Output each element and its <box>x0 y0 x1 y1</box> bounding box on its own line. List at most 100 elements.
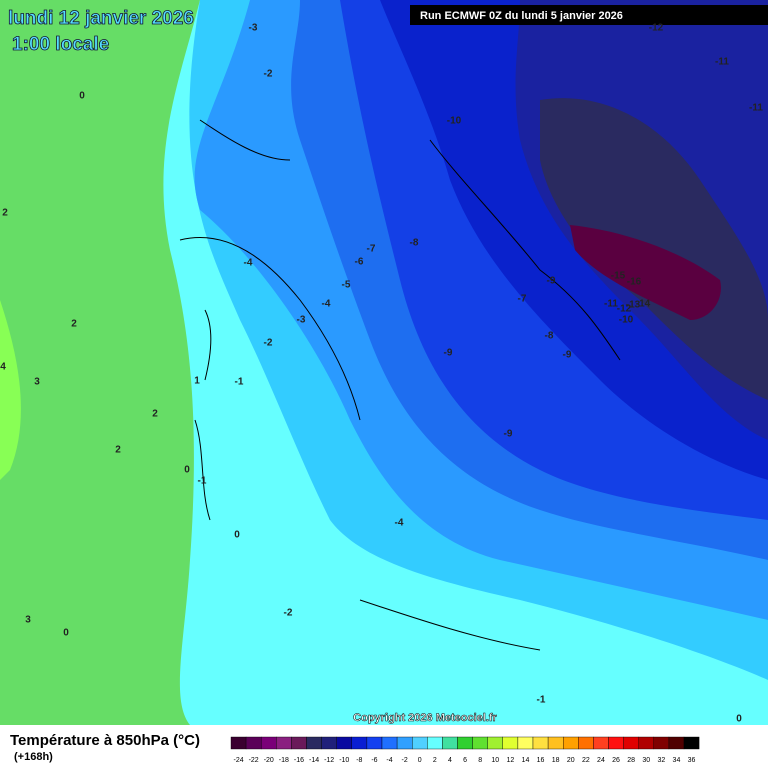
warm-zone <box>0 0 200 725</box>
color-swatch <box>291 736 307 750</box>
color-swatch <box>276 736 292 750</box>
scale-label: 20 <box>567 757 575 764</box>
isotherm-label: -16 <box>627 277 642 288</box>
color-swatch <box>442 736 458 750</box>
color-swatch <box>366 736 383 750</box>
isotherm-label: -15 <box>611 271 626 282</box>
color-swatch <box>638 736 655 750</box>
isotherm-label: -1 <box>235 377 244 388</box>
color-swatch <box>593 736 609 750</box>
scale-label: -24 <box>233 757 243 764</box>
color-swatch <box>502 736 519 750</box>
scale-label: 0 <box>418 757 422 764</box>
isotherm-label: 2 <box>152 409 158 420</box>
scale-label: 28 <box>627 757 635 764</box>
scale-label: 36 <box>688 757 696 764</box>
isotherm-label: -9 <box>563 350 572 361</box>
scale-label: 16 <box>537 757 545 764</box>
isotherm-label: -11 <box>604 299 618 310</box>
isotherm-label: 0 <box>234 530 240 541</box>
scale-label: -20 <box>264 757 274 764</box>
color-swatch <box>381 736 398 750</box>
isotherm-label: -7 <box>518 294 527 305</box>
isotherm-label: -10 <box>447 116 462 127</box>
scale-label: 30 <box>642 757 650 764</box>
scale-label: -8 <box>356 757 362 764</box>
scale-label: 8 <box>478 757 482 764</box>
isotherm-label: -11 <box>715 57 729 68</box>
color-swatch <box>683 736 700 750</box>
color-swatch <box>412 736 428 750</box>
scale-label: 12 <box>506 757 514 764</box>
color-swatch <box>472 736 488 750</box>
isotherm-label: -12 <box>649 23 664 34</box>
isotherm-label: 2 <box>115 445 121 456</box>
scale-label: 26 <box>612 757 620 764</box>
color-swatch <box>517 736 534 750</box>
scale-label: -16 <box>294 757 304 764</box>
scale-label: 22 <box>582 757 590 764</box>
isotherm-label: 1 <box>194 376 200 387</box>
scale-label: 10 <box>491 757 499 764</box>
run-info: Run ECMWF 0Z du lundi 5 janvier 2026 <box>420 10 623 22</box>
color-swatch <box>427 736 443 750</box>
scale-label: 34 <box>673 757 681 764</box>
isotherm-label: -3 <box>249 23 258 34</box>
isotherm-label: -2 <box>264 338 273 349</box>
color-swatch <box>396 736 413 750</box>
scale-label: 6 <box>463 757 467 764</box>
isotherm-label: 4 <box>0 362 6 373</box>
scale-label: 2 <box>433 757 437 764</box>
color-swatch <box>532 736 549 750</box>
scale-label: -22 <box>249 757 259 764</box>
isotherm-label: -1 <box>537 695 546 706</box>
isotherm-label: 3 <box>25 615 31 626</box>
color-swatch <box>306 736 322 750</box>
isotherm-label: -9 <box>504 429 513 440</box>
isotherm-label: 0 <box>736 714 742 725</box>
isotherm-labels: -12-11-11-3-20-102-8-7-6-4-5-4-3-2-9-7-1… <box>0 23 763 725</box>
isotherm-label: 0 <box>63 628 69 639</box>
legend-subtitle: (+168h) <box>14 751 53 763</box>
scale-label: -18 <box>279 757 289 764</box>
isotherm-label: -6 <box>355 257 364 268</box>
isotherm-label: -8 <box>545 331 554 342</box>
isotherm-label: -2 <box>264 69 273 80</box>
color-swatch <box>547 736 564 750</box>
scale-label: -12 <box>324 757 334 764</box>
color-swatch <box>487 736 504 750</box>
warm-zone <box>0 300 21 480</box>
isotherm-label: -9 <box>547 276 556 287</box>
forecast-date: lundi 12 janvier 2026 <box>8 8 194 29</box>
color-swatch <box>336 736 353 750</box>
scale-label: -6 <box>371 757 377 764</box>
isotherm-label: -3 <box>297 315 306 326</box>
color-swatch <box>608 736 624 750</box>
isotherm-label: -10 <box>619 315 634 326</box>
legend-title: Température à 850hPa (°C) <box>10 732 200 749</box>
scale-label: 32 <box>657 757 665 764</box>
isotherm-label: -11 <box>749 103 763 114</box>
isotherm-label: 0 <box>79 91 85 102</box>
isotherm-label: -5 <box>342 280 351 291</box>
isotherm-label: -4 <box>322 299 331 310</box>
isotherm-label: -4 <box>244 258 253 269</box>
isotherm-label: 2 <box>2 208 8 219</box>
color-swatch <box>245 736 262 750</box>
color-swatch <box>578 736 594 750</box>
scale-label: 4 <box>448 757 452 764</box>
color-swatch <box>668 736 685 750</box>
isotherm-label: -12 <box>617 304 632 315</box>
color-scale: -24 -22 -20 -18 -16 -14 -12 -10 -8 -6 -4 -2 0 2 4 6 8 10 1… <box>230 736 700 764</box>
color-swatch <box>261 736 277 750</box>
isotherm-label: 3 <box>34 377 40 388</box>
scale-label: -14 <box>309 757 319 764</box>
color-swatch <box>563 736 579 750</box>
scale-label: 14 <box>522 757 530 764</box>
color-swatch <box>653 736 670 750</box>
isotherm-label: -2 <box>284 608 293 619</box>
isotherm-label: -8 <box>410 238 419 249</box>
color-swatch <box>623 736 639 750</box>
